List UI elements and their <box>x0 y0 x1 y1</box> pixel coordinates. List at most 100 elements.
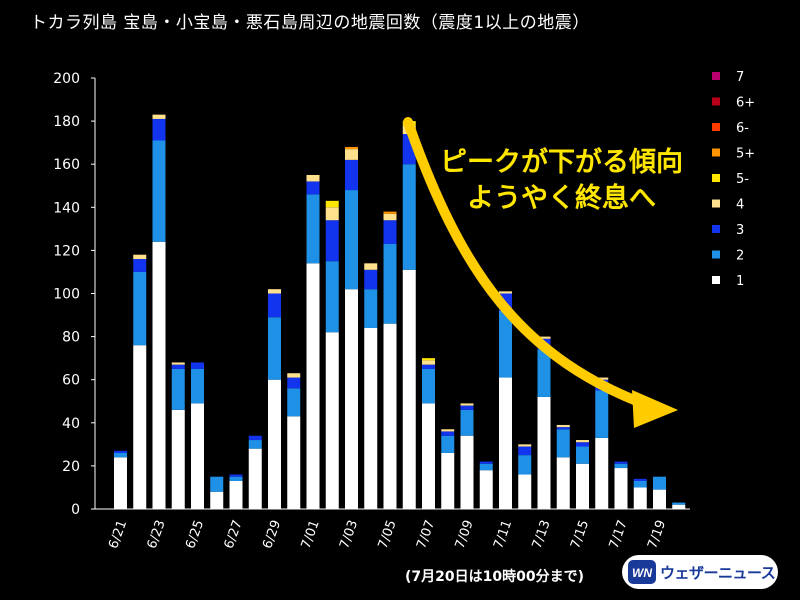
bar-segment <box>229 476 243 481</box>
bar-segment <box>114 450 127 453</box>
bar-segment <box>171 364 185 369</box>
chart-title: トカラ列島 宝島・小宝島・悪石島周辺の地震回数（震度1以上の地震） <box>30 13 590 33</box>
bar-segment <box>556 457 570 509</box>
bar-segment <box>479 461 493 464</box>
bar-segment <box>364 327 378 509</box>
y-tick-label: 100 <box>53 287 80 303</box>
bar-segment <box>114 457 127 509</box>
bar-segment <box>518 474 532 509</box>
trend-annotation: ピークが下がる傾向 ようやく終息へ <box>440 145 683 217</box>
bar-segment <box>287 388 301 417</box>
bar-segment <box>191 362 204 369</box>
y-tick-label: 60 <box>62 373 80 389</box>
bar-segment <box>152 118 166 141</box>
bar-segment <box>614 463 628 469</box>
bar-segment <box>325 207 339 221</box>
x-tick-label: 7/03 <box>337 518 361 551</box>
legend-swatch <box>712 123 720 131</box>
bar-segment <box>518 446 532 456</box>
bar-segment <box>191 368 204 404</box>
x-tick-label: 7/11 <box>491 518 515 551</box>
y-tick-label: 0 <box>71 502 80 518</box>
legend-swatch <box>712 72 720 80</box>
bar-segment <box>422 368 435 404</box>
bar-segment <box>479 470 493 509</box>
trend-arrowhead <box>632 390 678 428</box>
legend-label: 2 <box>736 249 744 264</box>
bar-segment <box>306 181 320 195</box>
bar-segment <box>133 345 147 509</box>
bar-segment <box>460 403 474 406</box>
x-tick-label: 7/09 <box>453 518 477 551</box>
y-tick-label: 20 <box>62 459 80 475</box>
bar-segment <box>441 435 455 453</box>
bar-segment <box>633 478 647 481</box>
bar-segment <box>287 373 301 378</box>
legend-swatch <box>712 97 720 106</box>
bar-segment <box>633 487 647 509</box>
bar-segment <box>576 442 589 447</box>
legend-swatch <box>712 148 720 157</box>
bar-segment <box>248 440 262 449</box>
bar-segment <box>441 429 455 432</box>
logo-text: ウェザーニュース <box>660 564 776 582</box>
bar-segment <box>152 114 166 119</box>
y-tick-label: 120 <box>53 243 80 259</box>
bar-segment <box>268 289 281 294</box>
bar-segment <box>537 336 551 339</box>
bar-segment <box>171 368 185 410</box>
legend-swatch <box>712 199 720 208</box>
bar-segment <box>364 289 378 328</box>
legend-label: 5- <box>736 172 749 187</box>
bar-segment <box>460 405 474 410</box>
bar-segment <box>248 435 262 441</box>
x-tick-label: 6/29 <box>260 518 284 551</box>
legend-swatch <box>712 250 720 259</box>
bar-segment <box>518 455 532 475</box>
bar-segment <box>229 474 243 477</box>
bar-segment <box>383 243 397 324</box>
bar-segment <box>614 468 628 509</box>
bar-segment <box>325 220 339 262</box>
bar-segment <box>364 269 378 290</box>
bar-segment <box>345 159 358 191</box>
bar-segment <box>499 310 512 378</box>
bar-segment <box>383 220 397 244</box>
bar-segment <box>672 502 686 505</box>
bar-segment <box>537 396 551 509</box>
bar-segment <box>653 489 666 509</box>
bar-segment <box>422 364 435 369</box>
bar-segment <box>402 164 416 270</box>
x-tick-label: 7/07 <box>414 518 438 551</box>
bar-segment <box>422 358 435 361</box>
bars <box>114 114 686 509</box>
logo-mark-text: WN <box>632 566 652 580</box>
bar-segment <box>345 289 358 509</box>
bar-segment <box>422 360 435 365</box>
y-tick-labels: 0 20 40 60 80 100 120 140 160 180 200 <box>53 71 95 518</box>
bar-segment <box>345 146 358 150</box>
bar-segment <box>229 480 243 509</box>
bar-segment <box>287 377 301 389</box>
bar-segment <box>383 211 397 214</box>
bar-segment <box>576 446 589 464</box>
legend-label: 5+ <box>736 147 755 162</box>
legend-label: 3 <box>736 223 744 238</box>
x-tick-label: 6/25 <box>183 518 207 551</box>
y-tick-label: 80 <box>62 330 80 346</box>
bar-segment <box>518 444 532 447</box>
legend-label: 7 <box>736 70 744 85</box>
bar-segment <box>633 480 647 488</box>
bar-segment <box>537 349 551 397</box>
x-tick-label: 6/23 <box>145 518 169 551</box>
footnote: (7月20日は10時00分まで) <box>405 569 584 585</box>
bar-segment <box>133 271 147 346</box>
bar-segment <box>364 263 378 270</box>
legend-label: 6+ <box>736 96 755 111</box>
legend-label: 6- <box>736 121 749 136</box>
annotation-line-2: ようやく終息へ <box>467 183 656 214</box>
bar-segment <box>576 463 589 509</box>
y-tick-label: 140 <box>53 200 80 216</box>
bar-segment <box>595 377 609 380</box>
bar-segment <box>576 440 589 443</box>
